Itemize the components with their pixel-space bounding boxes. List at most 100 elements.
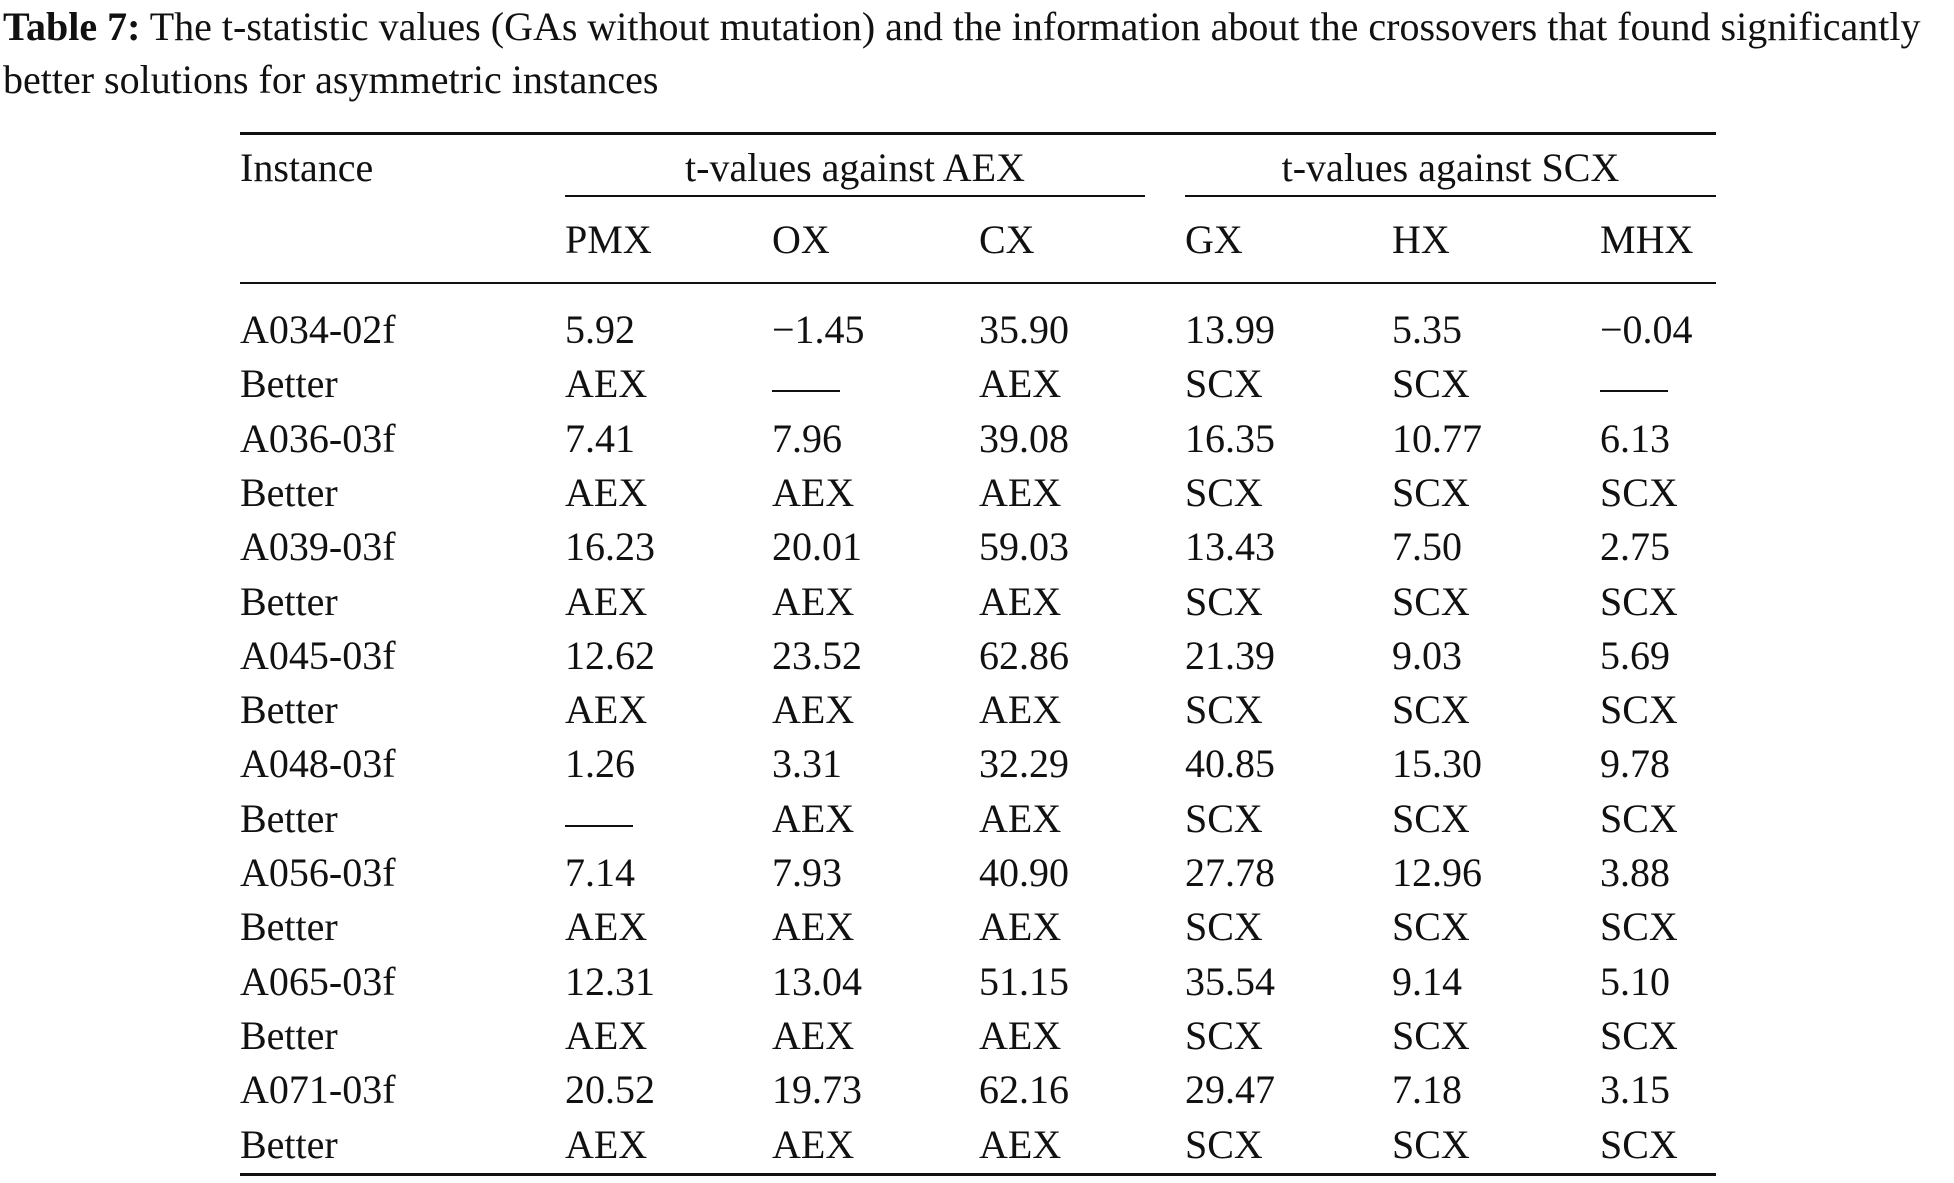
dash-mark bbox=[1600, 390, 1668, 393]
better-cell: AEX bbox=[772, 1121, 855, 1167]
t-value-cell: 1.26 bbox=[565, 741, 635, 787]
t-value-cell: 40.85 bbox=[1185, 741, 1275, 787]
t-value-cell: 5.35 bbox=[1392, 307, 1462, 352]
bottom-rule bbox=[240, 1173, 1716, 1176]
better-label: Better bbox=[240, 904, 338, 950]
instance-name: A036-03f bbox=[240, 415, 396, 461]
better-cell: SCX bbox=[1392, 1012, 1470, 1058]
better-cell: SCX bbox=[1600, 469, 1678, 515]
column-header-gx: GX bbox=[1185, 217, 1243, 262]
instance-header: Instance bbox=[240, 145, 374, 190]
better-cell: SCX bbox=[1185, 578, 1263, 624]
better-cell: AEX bbox=[565, 578, 648, 624]
better-cell: SCX bbox=[1392, 1121, 1470, 1167]
t-value-cell: 35.54 bbox=[1185, 958, 1275, 1004]
better-cell: AEX bbox=[772, 687, 855, 733]
t-value-cell: 19.73 bbox=[772, 1067, 862, 1113]
t-value-cell: 10.77 bbox=[1392, 415, 1482, 461]
instance-name: A048-03f bbox=[240, 741, 396, 787]
better-cell: SCX bbox=[1185, 1012, 1263, 1058]
t-value-cell: 7.41 bbox=[565, 415, 635, 461]
better-cell: AEX bbox=[565, 687, 648, 733]
better-label: Better bbox=[240, 578, 338, 624]
t-value-cell: 9.03 bbox=[1392, 632, 1462, 678]
t-value-cell: 6.13 bbox=[1600, 415, 1670, 461]
column-header-cx: CX bbox=[979, 217, 1035, 262]
better-cell: AEX bbox=[565, 361, 648, 407]
t-value-cell: 5.10 bbox=[1600, 958, 1670, 1004]
no-difference-dash bbox=[1600, 358, 1668, 410]
t-value-cell: 35.90 bbox=[979, 307, 1069, 352]
t-value-cell: 16.35 bbox=[1185, 415, 1275, 461]
better-cell: AEX bbox=[979, 1012, 1062, 1058]
column-header-mhx: MHX bbox=[1600, 217, 1694, 262]
better-cell: AEX bbox=[565, 1121, 648, 1167]
t-value-cell: −0.04 bbox=[1600, 307, 1693, 352]
better-cell: SCX bbox=[1392, 904, 1470, 950]
better-cell: AEX bbox=[979, 795, 1062, 841]
better-cell: AEX bbox=[565, 904, 648, 950]
scx-group-rule bbox=[1185, 195, 1716, 197]
t-value-cell: 40.90 bbox=[979, 850, 1069, 895]
t-value-cell: 13.99 bbox=[1185, 307, 1275, 352]
t-value-cell: 29.47 bbox=[1185, 1067, 1275, 1113]
no-difference-dash bbox=[772, 358, 840, 410]
t-value-cell: 15.30 bbox=[1392, 741, 1482, 787]
t-value-cell: 12.31 bbox=[565, 958, 655, 1004]
t-value-cell: 23.52 bbox=[772, 632, 862, 678]
better-cell: AEX bbox=[979, 1121, 1062, 1167]
better-label: Better bbox=[240, 1121, 338, 1167]
column-header-hx: HX bbox=[1392, 217, 1450, 262]
t-value-cell: 13.43 bbox=[1185, 524, 1275, 570]
better-cell: SCX bbox=[1185, 361, 1263, 407]
t-value-cell: 9.78 bbox=[1600, 741, 1670, 787]
better-cell: SCX bbox=[1392, 578, 1470, 624]
instance-name: A071-03f bbox=[240, 1067, 396, 1113]
t-value-cell: 7.14 bbox=[565, 850, 635, 895]
better-cell: AEX bbox=[979, 904, 1062, 950]
t-value-cell: 3.31 bbox=[772, 741, 842, 787]
better-label: Better bbox=[240, 361, 338, 407]
t-value-cell: 20.01 bbox=[772, 524, 862, 570]
aex-group-rule bbox=[565, 195, 1145, 197]
t-value-cell: 7.50 bbox=[1392, 524, 1462, 570]
better-cell: AEX bbox=[979, 578, 1062, 624]
dash-mark bbox=[772, 390, 840, 393]
better-cell: SCX bbox=[1392, 469, 1470, 515]
better-cell: AEX bbox=[772, 904, 855, 950]
t-value-cell: 13.04 bbox=[772, 958, 862, 1004]
table-caption: Table 7: The t-statistic values (GAs wit… bbox=[3, 0, 1948, 106]
dash-mark bbox=[565, 824, 633, 827]
t-value-cell: 5.92 bbox=[565, 307, 635, 352]
t-value-cell: 51.15 bbox=[979, 958, 1069, 1004]
t-value-cell: 7.96 bbox=[772, 415, 842, 461]
better-cell: SCX bbox=[1185, 904, 1263, 950]
instance-name: A056-03f bbox=[240, 850, 396, 895]
better-cell: AEX bbox=[979, 687, 1062, 733]
t-value-cell: 32.29 bbox=[979, 741, 1069, 787]
t-value-cell: 20.52 bbox=[565, 1067, 655, 1113]
t-value-cell: 7.18 bbox=[1392, 1067, 1462, 1113]
instance-name: A034-02f bbox=[240, 307, 396, 352]
top-rule bbox=[240, 132, 1716, 135]
better-cell: SCX bbox=[1600, 1012, 1678, 1058]
t-value-cell: 21.39 bbox=[1185, 632, 1275, 678]
better-cell: SCX bbox=[1600, 578, 1678, 624]
instance-name: A045-03f bbox=[240, 632, 396, 678]
better-label: Better bbox=[240, 1012, 338, 1058]
column-header-ox: OX bbox=[772, 217, 830, 262]
caption-text: The t-statistic values (GAs without muta… bbox=[3, 4, 1921, 102]
column-header-pmx: PMX bbox=[565, 217, 652, 262]
t-value-cell: −1.45 bbox=[772, 307, 865, 352]
t-value-cell: 9.14 bbox=[1392, 958, 1462, 1004]
better-cell: SCX bbox=[1392, 795, 1470, 841]
better-label: Better bbox=[240, 795, 338, 841]
t-value-cell: 59.03 bbox=[979, 524, 1069, 570]
t-value-cell: 62.86 bbox=[979, 632, 1069, 678]
t-value-cell: 16.23 bbox=[565, 524, 655, 570]
better-label: Better bbox=[240, 687, 338, 733]
group-header-scx: t-values against SCX bbox=[1281, 145, 1620, 190]
better-cell: SCX bbox=[1185, 795, 1263, 841]
better-cell: AEX bbox=[565, 1012, 648, 1058]
better-cell: SCX bbox=[1600, 795, 1678, 841]
